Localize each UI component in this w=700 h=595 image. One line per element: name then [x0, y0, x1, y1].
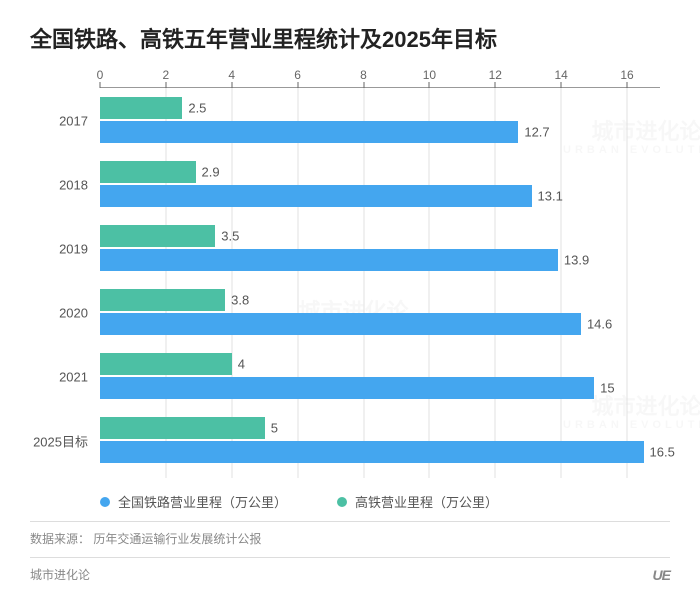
bar-highspeed: 4: [100, 353, 232, 375]
footer-brand: 城市进化论: [30, 566, 90, 583]
bar-value-label: 2.5: [188, 101, 206, 116]
bar-value-label: 12.7: [524, 125, 549, 140]
data-source: 数据来源： 历年交通运输行业发展统计公报: [30, 530, 670, 558]
y-category-label: 2019: [59, 242, 88, 257]
bar-rail: 16.5: [100, 441, 644, 463]
bar-value-label: 15: [600, 381, 614, 396]
bar-highspeed: 2.9: [100, 161, 196, 183]
bar-group: 20203.814.6: [100, 286, 660, 340]
x-tick-label: 8: [360, 68, 367, 82]
bar-value-label: 13.1: [538, 189, 563, 204]
x-tick-label: 4: [228, 68, 235, 82]
y-category-label: 2025目标: [33, 432, 88, 451]
bar-group: 2021415: [100, 350, 660, 404]
x-tick-label: 6: [294, 68, 301, 82]
footer: 城市进化论 UE: [30, 566, 670, 583]
bar-value-label: 5: [271, 421, 278, 436]
bar-group: 2025目标516.5: [100, 414, 660, 468]
x-tick-label: 14: [554, 68, 567, 82]
bar-value-label: 16.5: [650, 445, 675, 460]
plot-area: 20172.512.7 20182.913.1 20193.513.9 20203.8…: [100, 88, 660, 478]
x-axis: 0 2 4 6 8 10 12 14 16: [100, 68, 660, 88]
bar-highspeed: 3.8: [100, 289, 225, 311]
bar-value-label: 14.6: [587, 317, 612, 332]
bar-group: 20193.513.9: [100, 222, 660, 276]
legend-label: 高铁营业里程（万公里）: [355, 492, 498, 511]
x-tick-label: 12: [489, 68, 502, 82]
ue-logo: UE: [653, 567, 670, 583]
legend-item: 全国铁路营业里程（万公里）: [100, 492, 287, 511]
bar-highspeed: 2.5: [100, 97, 182, 119]
bar-value-label: 2.9: [202, 165, 220, 180]
x-tick-label: 2: [163, 68, 170, 82]
legend-dot: [100, 497, 110, 507]
x-tick-label: 0: [97, 68, 104, 82]
bar-rail: 13.1: [100, 185, 532, 207]
bar-highspeed: 5: [100, 417, 265, 439]
chart-area: 0 2 4 6 8 10 12 14 16 20172.512.7 20182.913.1 2019…: [100, 68, 660, 478]
x-tick-label: 16: [620, 68, 633, 82]
bar-value-label: 3.8: [231, 293, 249, 308]
bar-value-label: 3.5: [221, 229, 239, 244]
bar-rail: 12.7: [100, 121, 518, 143]
chart-title: 全国铁路、高铁五年营业里程统计及2025年目标: [30, 22, 670, 54]
legend: 全国铁路营业里程（万公里） 高铁营业里程（万公里）: [30, 492, 670, 522]
bar-rail: 13.9: [100, 249, 558, 271]
chart-container: 城市进化论URBAN EVOLUTION 城市进化论URBAN EVOLUTIO…: [0, 0, 700, 595]
x-tick-label: 10: [423, 68, 436, 82]
legend-label: 全国铁路营业里程（万公里）: [118, 492, 287, 511]
y-category-label: 2017: [59, 114, 88, 129]
bar-rail: 15: [100, 377, 594, 399]
y-category-label: 2021: [59, 370, 88, 385]
legend-item: 高铁营业里程（万公里）: [337, 492, 498, 511]
bar-highspeed: 3.5: [100, 225, 215, 247]
y-category-label: 2020: [59, 306, 88, 321]
bar-group: 20182.913.1: [100, 158, 660, 212]
y-category-label: 2018: [59, 178, 88, 193]
legend-dot: [337, 497, 347, 507]
bar-value-label: 13.9: [564, 253, 589, 268]
bar-group: 20172.512.7: [100, 94, 660, 148]
bar-value-label: 4: [238, 357, 245, 372]
bar-rail: 14.6: [100, 313, 581, 335]
